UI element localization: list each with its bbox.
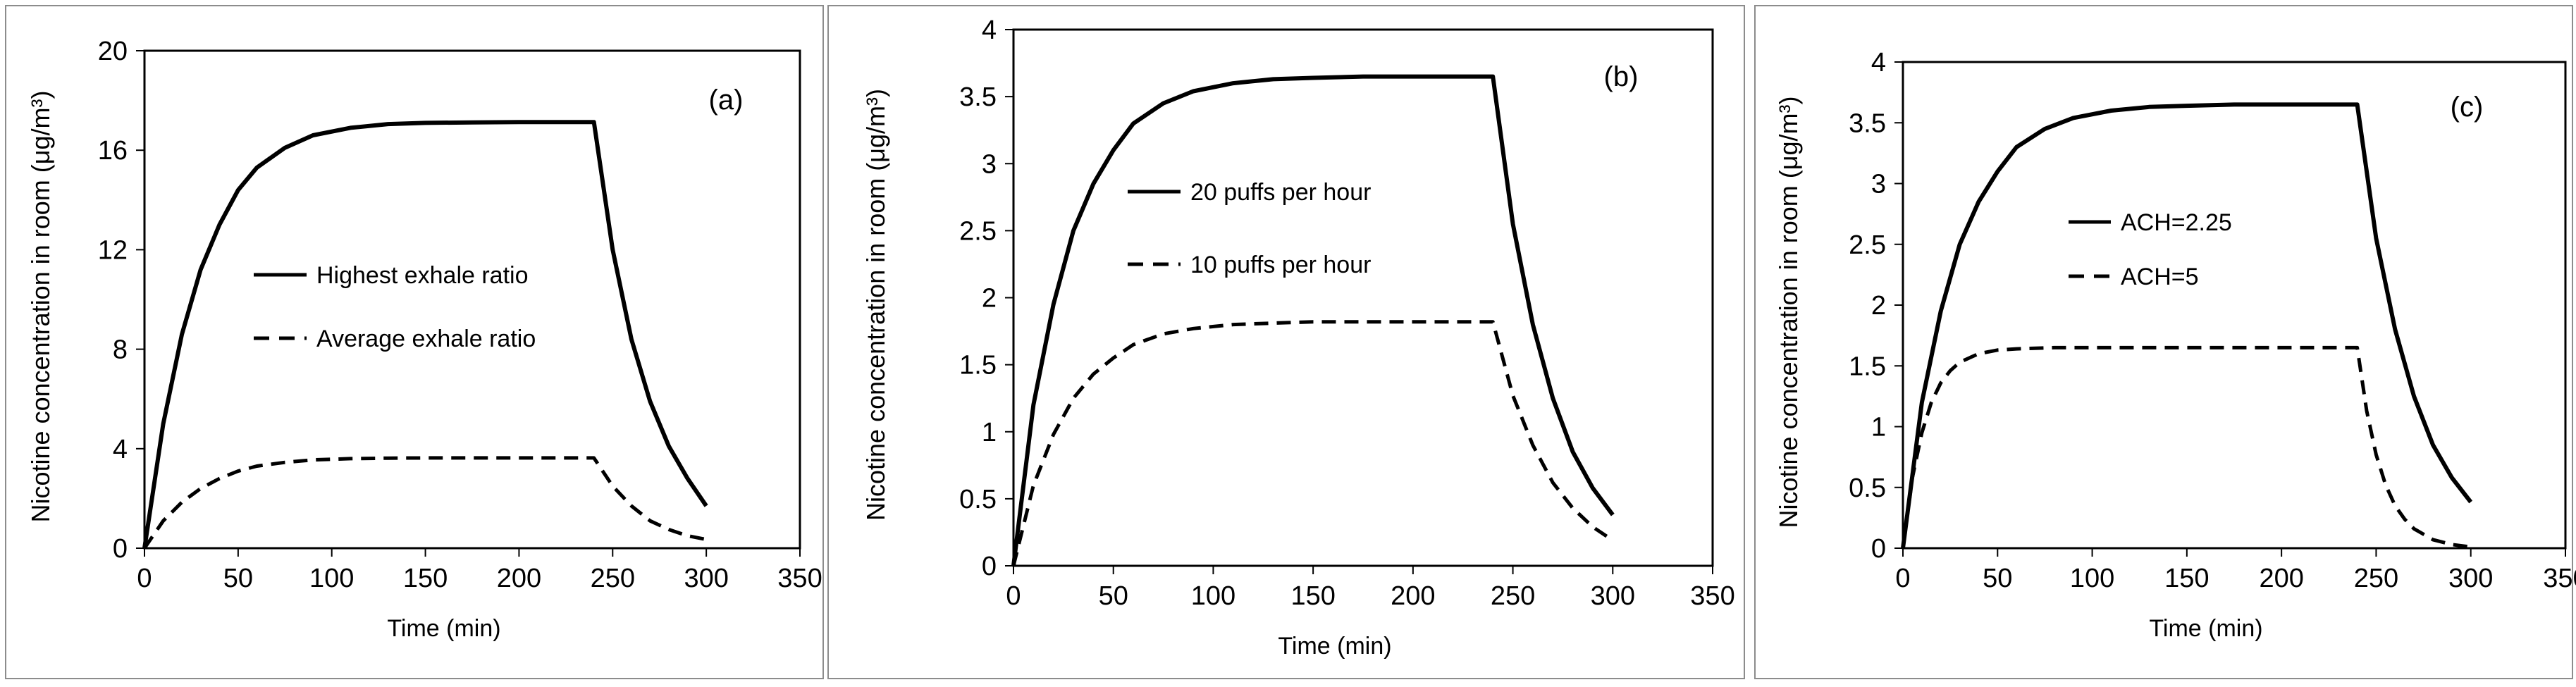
legend-label: ACH=2.25 — [2121, 209, 2232, 236]
x-tick-label: 0 — [1895, 564, 1910, 593]
chart-panel-3: 0 50 100 150 200 250 300 350 0 0.5 1 1.5 2 2.5 3 3.5 4 Ti… — [1754, 5, 2576, 679]
y-tick-label: 1 — [1871, 413, 1886, 442]
y-tick-label: 4 — [113, 435, 128, 464]
y-tick-label: 3.5 — [1849, 109, 1886, 138]
y-tick-label: 3.5 — [959, 82, 997, 112]
x-tick-label: 250 — [2354, 564, 2398, 593]
y-tick-label: 0 — [982, 552, 997, 581]
y-tick-label: 0 — [1871, 534, 1886, 564]
x-axis-label: Time (min) — [387, 615, 500, 642]
y-tick-label: 4 — [982, 16, 997, 45]
x-tick-label: 200 — [1391, 581, 1435, 611]
y-tick-label: 8 — [113, 335, 128, 365]
x-axis-label: Time (min) — [2149, 615, 2262, 642]
legend-label: Average exhale ratio — [316, 326, 536, 352]
y-axis-label: Nicotine concentration in room (μg/m³) — [1774, 97, 1803, 528]
x-tick-label: 350 — [1690, 581, 1734, 611]
x-tick-label: 100 — [1191, 581, 1235, 611]
x-tick-label: 150 — [2164, 564, 2209, 593]
y-axis-label: Nicotine concentration in room (μg/m³) — [861, 89, 890, 521]
series-line-dashed — [1901, 345, 2472, 549]
x-tick-label: 250 — [1491, 581, 1535, 611]
y-tick-label: 16 — [98, 136, 128, 166]
chart-panel-2: 0 50 100 150 200 250 300 350 0 0.5 1 1.5 2 2.5 3 3.5 4 Ti… — [827, 5, 1745, 679]
panel-label: (b) — [1604, 61, 1639, 92]
x-tick-label: 50 — [1983, 564, 2012, 593]
series-line-solid — [1901, 102, 2473, 549]
x-tick-label: 100 — [309, 564, 354, 593]
y-tick-label: 0.5 — [959, 485, 997, 514]
y-tick-label: 2 — [1871, 291, 1886, 321]
x-tick-label: 250 — [591, 564, 635, 593]
y-tick-label: 1.5 — [959, 351, 997, 380]
x-tick-label: 150 — [403, 564, 448, 593]
x-tick-label: 350 — [777, 564, 822, 593]
x-tick-label: 300 — [684, 564, 728, 593]
x-tick-label: 50 — [1099, 581, 1128, 611]
chart-panel-1: 0 50 100 150 200 250 300 350 0 4 8 12 16 20 Time (min)… — [5, 5, 824, 679]
x-tick-label: 200 — [497, 564, 541, 593]
x-tick-label: 150 — [1290, 581, 1335, 611]
y-tick-label: 3 — [1871, 170, 1886, 199]
y-tick-label: 2 — [982, 284, 997, 314]
y-tick-label: 2.5 — [1849, 230, 1886, 260]
x-axis-label: Time (min) — [1278, 633, 1391, 660]
legend-label: Highest exhale ratio — [316, 262, 529, 289]
x-tick-label: 300 — [1591, 581, 1635, 611]
x-tick-label: 200 — [2259, 564, 2303, 593]
y-tick-label: 20 — [98, 37, 128, 66]
series-line-dashed — [142, 456, 707, 550]
series-line-dashed — [1011, 320, 1614, 567]
x-tick-label: 50 — [223, 564, 253, 593]
x-tick-label: 0 — [1006, 581, 1021, 611]
x-tick-label: 350 — [2543, 564, 2576, 593]
panel-frame — [5, 5, 824, 679]
y-axis-label: Nicotine concentration in room (μg/m³) — [26, 91, 55, 523]
y-tick-label: 12 — [98, 235, 128, 265]
x-tick-label: 100 — [2070, 564, 2114, 593]
legend-label: 20 puffs per hour — [1190, 179, 1371, 206]
series-line-solid — [1011, 74, 1615, 567]
y-tick-label: 1.5 — [1849, 352, 1886, 381]
series-line-solid — [142, 120, 708, 549]
x-tick-label: 0 — [137, 564, 152, 593]
legend-label: 10 puffs per hour — [1190, 252, 1371, 278]
panel-frame — [1754, 5, 2573, 679]
panel-label: (c) — [2451, 92, 2484, 123]
x-tick-label: 300 — [2448, 564, 2493, 593]
y-tick-label: 4 — [1871, 48, 1886, 78]
panel-label: (a) — [709, 85, 744, 116]
y-tick-label: 0 — [113, 534, 128, 564]
plot-area — [143, 49, 801, 550]
legend-label: ACH=5 — [2121, 264, 2199, 290]
y-tick-label: 3 — [982, 149, 997, 179]
y-tick-label: 2.5 — [959, 216, 997, 246]
y-tick-label: 1 — [982, 418, 997, 447]
y-tick-label: 0.5 — [1849, 474, 1886, 503]
